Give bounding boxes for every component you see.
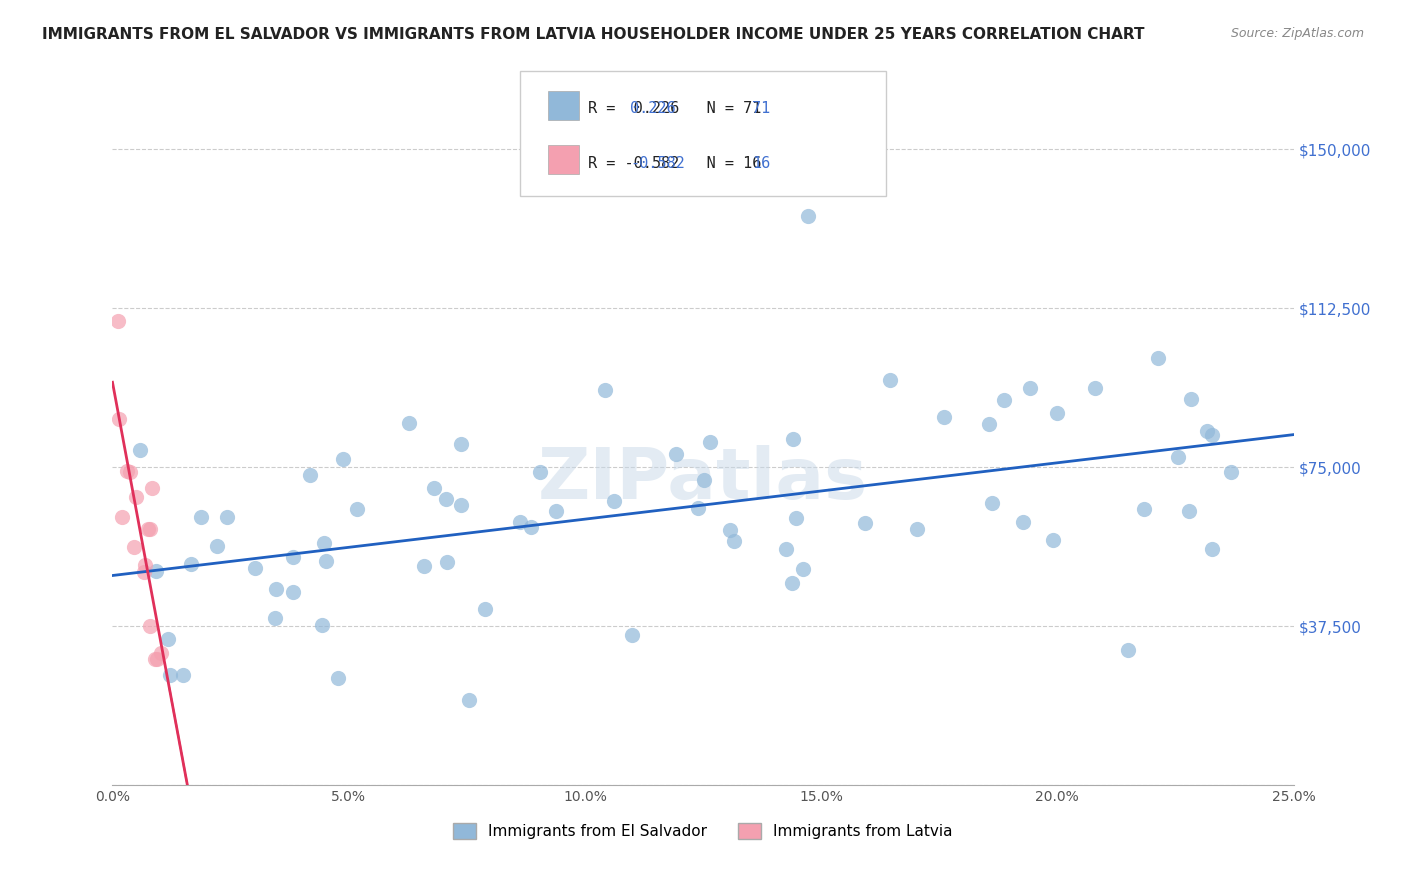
- Point: [205, 539, 228, 553]
- Point: [139, 522, 162, 536]
- Point: [1167, 450, 1189, 465]
- Point: [190, 509, 212, 524]
- Point: [792, 562, 814, 576]
- Point: [1133, 502, 1156, 516]
- Point: [450, 437, 472, 451]
- Point: [993, 392, 1015, 407]
- Point: [780, 576, 803, 591]
- Point: [1177, 504, 1199, 518]
- Point: [979, 417, 1001, 431]
- Point: [1084, 381, 1107, 395]
- Point: [118, 465, 141, 479]
- Point: [981, 496, 1004, 510]
- Text: ZIPatlas: ZIPatlas: [538, 445, 868, 515]
- Point: [1116, 643, 1139, 657]
- Point: [283, 549, 305, 564]
- Point: [699, 434, 721, 449]
- Point: [180, 558, 202, 572]
- Point: [146, 652, 169, 666]
- Text: 16: 16: [752, 156, 770, 170]
- Point: [782, 432, 804, 446]
- Point: [1046, 406, 1069, 420]
- Point: [423, 481, 446, 495]
- Point: [932, 409, 955, 424]
- Point: [665, 447, 688, 461]
- Text: Source: ZipAtlas.com: Source: ZipAtlas.com: [1230, 27, 1364, 40]
- Point: [315, 554, 337, 568]
- Point: [1019, 381, 1042, 395]
- Point: [298, 467, 321, 482]
- Point: [145, 564, 167, 578]
- Point: [111, 510, 134, 524]
- Text: 71: 71: [752, 102, 770, 116]
- Point: [529, 465, 551, 479]
- Point: [621, 628, 644, 642]
- Point: [474, 602, 496, 616]
- Point: [122, 541, 145, 555]
- Point: [136, 522, 159, 536]
- Point: [243, 561, 266, 575]
- Point: [603, 494, 626, 508]
- Point: [129, 442, 152, 457]
- Point: [398, 416, 420, 430]
- Point: [107, 314, 129, 328]
- Point: [853, 516, 876, 530]
- Point: [217, 510, 239, 524]
- Point: [1201, 542, 1223, 557]
- Text: R = -0.582   N = 16: R = -0.582 N = 16: [588, 156, 761, 170]
- Point: [434, 492, 457, 507]
- Point: [328, 671, 350, 685]
- Point: [1147, 351, 1170, 365]
- Text: IMMIGRANTS FROM EL SALVADOR VS IMMIGRANTS FROM LATVIA HOUSEHOLDER INCOME UNDER 2: IMMIGRANTS FROM EL SALVADOR VS IMMIGRANT…: [42, 27, 1144, 42]
- Point: [139, 619, 162, 633]
- Point: [450, 498, 472, 512]
- Point: [797, 209, 820, 223]
- Point: [108, 412, 131, 426]
- Point: [544, 504, 567, 518]
- Point: [346, 502, 368, 516]
- Point: [132, 565, 155, 579]
- Point: [1180, 392, 1202, 407]
- Point: [141, 481, 163, 495]
- Point: [785, 511, 807, 525]
- Point: [436, 555, 458, 569]
- Legend: Immigrants from El Salvador, Immigrants from Latvia: Immigrants from El Salvador, Immigrants …: [447, 817, 959, 845]
- Point: [115, 464, 138, 478]
- Text: 0.226: 0.226: [630, 102, 675, 116]
- Point: [1220, 465, 1243, 479]
- Point: [723, 533, 745, 548]
- Point: [149, 646, 172, 660]
- Point: [125, 490, 148, 504]
- Point: [879, 373, 901, 387]
- Point: [693, 473, 716, 487]
- Point: [775, 541, 797, 556]
- Point: [905, 522, 928, 536]
- Point: [509, 516, 531, 530]
- Point: [520, 520, 543, 534]
- Point: [1197, 424, 1219, 438]
- Point: [412, 559, 434, 574]
- Point: [718, 523, 741, 537]
- Point: [593, 383, 616, 397]
- Text: R =  0.226   N = 71: R = 0.226 N = 71: [588, 102, 761, 116]
- Point: [1012, 516, 1035, 530]
- Point: [1201, 427, 1223, 442]
- Point: [157, 632, 180, 646]
- Point: [263, 611, 285, 625]
- Point: [172, 667, 194, 681]
- Point: [283, 584, 305, 599]
- Point: [266, 582, 288, 596]
- Point: [311, 617, 333, 632]
- Point: [332, 451, 354, 466]
- Point: [314, 536, 336, 550]
- Point: [134, 558, 156, 572]
- Point: [143, 652, 166, 666]
- Point: [1042, 533, 1064, 548]
- Point: [159, 667, 181, 681]
- Point: [458, 693, 481, 707]
- Text: -0.582: -0.582: [630, 156, 685, 170]
- Point: [686, 501, 709, 516]
